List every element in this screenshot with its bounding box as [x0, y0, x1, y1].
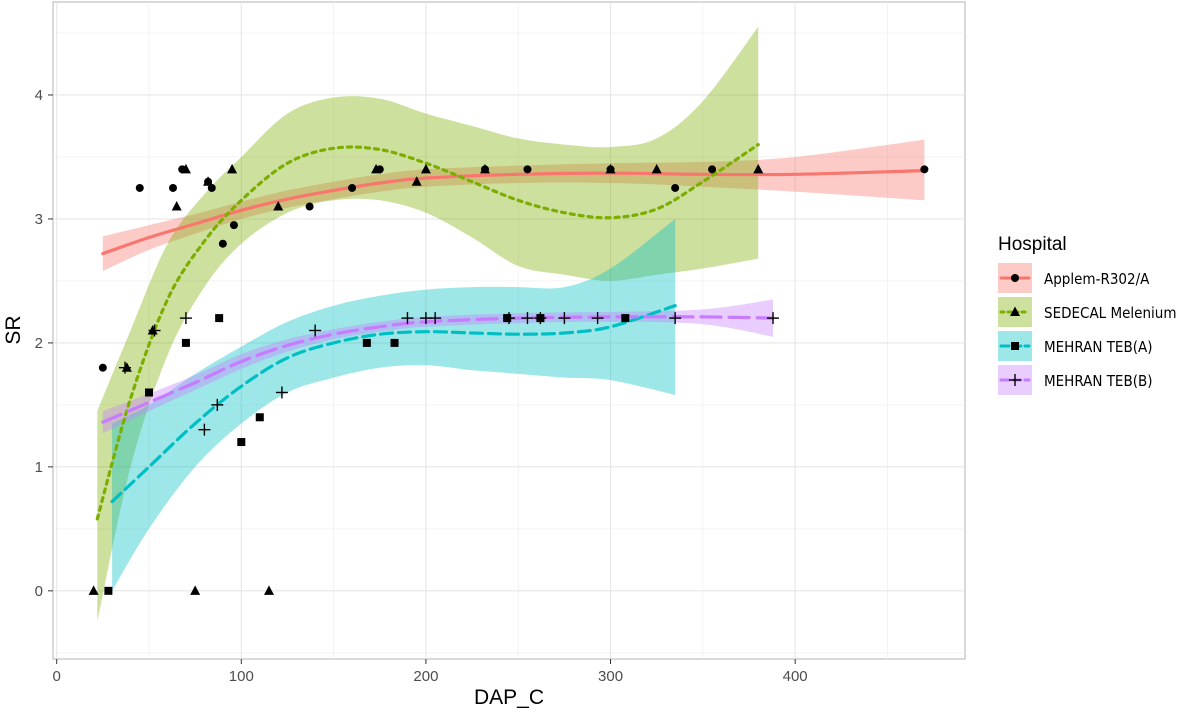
y-tick-label: 4	[35, 87, 43, 104]
data-points	[88, 163, 929, 595]
y-axis-title: SR	[2, 315, 25, 344]
legend-label-sedecal-melenium: SEDECAL Melenium	[1044, 304, 1176, 322]
data-point-mehran-teb-a	[104, 586, 113, 595]
data-point-mehran-teb-b	[558, 312, 571, 325]
data-point-mehran-teb-b	[534, 312, 547, 325]
data-point-applem-r302-a	[229, 221, 238, 230]
data-point-applem-r302-a	[305, 202, 314, 211]
data-point-mehran-teb-b	[401, 312, 414, 325]
legend-marker-sedecal-melenium	[1010, 306, 1020, 316]
data-point-applem-r302-a	[169, 183, 177, 192]
data-point-sedecal-melenium	[171, 201, 182, 211]
data-point-sedecal-melenium	[264, 585, 274, 595]
data-point-mehran-teb-b	[275, 386, 288, 399]
fit-line-mehran-teb-b	[101, 315, 775, 424]
data-point-mehran-teb-a	[621, 314, 630, 323]
data-point-mehran-teb-b	[521, 312, 534, 325]
data-point-mehran-teb-b	[429, 312, 442, 325]
legend-label-mehran-teb-a: MEHRAN TEB(A)	[1044, 338, 1152, 356]
panel-background	[52, 1, 966, 660]
data-point-applem-r302-a	[98, 363, 107, 372]
legend-key-sedecal-melenium: SEDECAL Melenium	[998, 297, 1176, 327]
data-point-sedecal-melenium	[411, 176, 422, 186]
data-point-sedecal-melenium	[605, 163, 616, 174]
data-point-sedecal-melenium	[190, 585, 201, 595]
y-tick-label: 1	[35, 459, 43, 476]
data-point-mehran-teb-b	[198, 423, 211, 436]
data-point-mehran-teb-b	[148, 324, 161, 337]
data-point-mehran-teb-a	[255, 413, 264, 422]
data-point-sedecal-melenium	[371, 163, 382, 174]
grid	[53, 2, 965, 659]
legend: Hospital Applem-R302/A SEDECAL Melenium ME…	[998, 234, 1176, 395]
data-point-mehran-teb-b	[503, 312, 515, 325]
data-point-mehran-teb-b	[179, 312, 192, 325]
data-point-mehran-teb-b	[309, 324, 322, 337]
data-point-sedecal-melenium	[420, 163, 431, 174]
data-point-mehran-teb-b	[591, 312, 604, 325]
x-tick-label: 300	[598, 668, 623, 685]
fit-line-applem-r302-a	[101, 169, 926, 256]
confidence-bands	[97, 26, 925, 622]
data-point-mehran-teb-a	[237, 438, 246, 447]
data-point-sedecal-melenium	[180, 163, 191, 174]
axes: 0 100 200 300 400 0 1 2 3 4	[35, 87, 808, 685]
data-point-mehran-teb-a	[181, 338, 190, 347]
data-point-applem-r302-a	[218, 239, 227, 248]
legend-title: Hospital	[998, 234, 1067, 255]
data-point-mehran-teb-a	[215, 314, 224, 323]
confidence-band-applem-r302-a	[102, 139, 925, 271]
fit-line-mehran-teb-a	[110, 304, 677, 504]
y-tick-label: 0	[35, 583, 43, 600]
data-point-applem-r302-a	[671, 183, 680, 192]
data-point-mehran-teb-b	[669, 312, 682, 325]
data-point-mehran-teb-b	[119, 361, 131, 374]
data-point-applem-r302-a	[920, 165, 929, 174]
confidence-band-mehran-teb-b	[102, 299, 774, 434]
data-point-sedecal-melenium	[203, 176, 214, 186]
confidence-band-mehran-teb-a	[112, 218, 676, 591]
legend-label-mehran-teb-b: MEHRAN TEB(B)	[1044, 372, 1153, 390]
x-tick-label: 100	[229, 668, 254, 685]
legend-label-applem-r302-a: Applem-R302/A	[1044, 270, 1150, 288]
data-point-applem-r302-a	[523, 165, 532, 174]
x-tick-label: 400	[783, 668, 808, 685]
data-point-sedecal-melenium	[273, 201, 284, 211]
fit-lines	[95, 143, 926, 521]
legend-key-mehran-teb-b: MEHRAN TEB(B)	[998, 365, 1153, 395]
data-point-mehran-teb-a	[362, 338, 371, 347]
data-point-applem-r302-a	[708, 165, 717, 174]
data-point-applem-r302-a	[207, 183, 216, 192]
x-tick-label: 0	[53, 668, 61, 685]
data-point-applem-r302-a	[348, 183, 357, 192]
data-point-sedecal-melenium	[651, 163, 662, 174]
x-tick-label: 200	[413, 668, 438, 685]
data-point-applem-r302-a	[135, 183, 144, 192]
legend-key-mehran-teb-a: MEHRAN TEB(A)	[998, 331, 1152, 361]
legend-marker-applem-r302-a	[1011, 274, 1019, 282]
data-point-sedecal-melenium	[88, 585, 99, 595]
data-point-mehran-teb-b	[211, 398, 224, 411]
x-axis-title: DAP_C	[474, 686, 544, 709]
legend-marker-mehran-teb-a	[1011, 342, 1019, 350]
data-point-sedecal-melenium	[227, 163, 238, 174]
legend-marker-mehran-teb-b	[1009, 374, 1021, 386]
legend-key-applem-r302-a: Applem-R302/A	[998, 263, 1150, 293]
legend-keys: Applem-R302/A SEDECAL Melenium MEHRAN TEB(…	[998, 263, 1176, 395]
y-tick-label: 2	[35, 335, 43, 352]
confidence-band-sedecal-melenium	[97, 26, 759, 622]
data-point-mehran-teb-a	[145, 388, 153, 397]
fit-line-sedecal-melenium	[95, 143, 760, 521]
data-point-sedecal-melenium	[753, 163, 764, 174]
y-tick-label: 3	[35, 211, 43, 228]
data-point-sedecal-melenium	[480, 163, 490, 174]
data-point-mehran-teb-b	[767, 312, 779, 325]
data-point-mehran-teb-a	[390, 338, 399, 347]
